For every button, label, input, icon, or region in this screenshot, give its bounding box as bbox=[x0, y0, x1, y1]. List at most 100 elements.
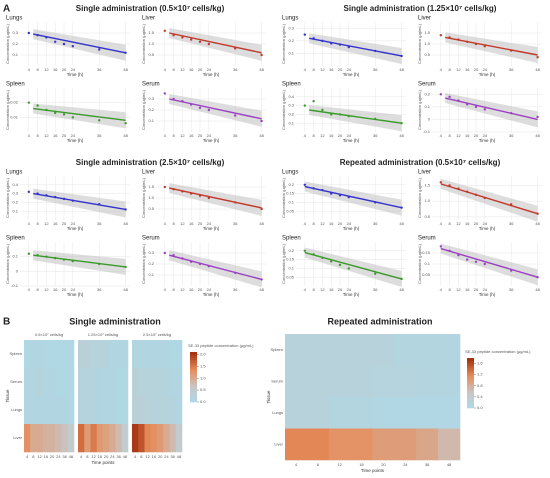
data-point bbox=[98, 48, 101, 51]
x-tick-label: 48 bbox=[535, 287, 540, 292]
heat-cell bbox=[67, 424, 75, 453]
row-label: Serum bbox=[10, 379, 22, 384]
heat-cell bbox=[394, 334, 417, 366]
colorbar-step bbox=[190, 389, 197, 393]
heat-cell bbox=[372, 428, 395, 461]
heat-cell bbox=[150, 340, 158, 369]
heatmap-title: Single administration bbox=[69, 316, 161, 326]
y-tick-label: 0.2 bbox=[288, 111, 294, 116]
subplot-title: Lungs bbox=[282, 16, 298, 22]
colorbar-step bbox=[467, 403, 474, 406]
x-axis-label: Time (h) bbox=[343, 138, 360, 143]
confidence-band bbox=[33, 250, 126, 275]
data-point bbox=[330, 260, 333, 263]
x-tick-label: 4 bbox=[28, 67, 31, 72]
heat-cell bbox=[30, 340, 37, 369]
heat-cell bbox=[84, 368, 91, 397]
trend-line bbox=[33, 192, 126, 211]
x-tick-label: 36 bbox=[373, 133, 378, 138]
x-tick-label: 24 bbox=[207, 287, 212, 292]
heat-cell bbox=[328, 365, 351, 398]
heat-cell bbox=[394, 428, 417, 461]
data-point bbox=[483, 45, 486, 48]
heat-cell bbox=[67, 368, 75, 397]
heat-cell bbox=[150, 368, 158, 397]
x-tick-label: 12 bbox=[456, 67, 461, 72]
x-tick-label: 48 bbox=[259, 67, 264, 72]
data-point bbox=[181, 100, 184, 103]
trend-line bbox=[445, 36, 538, 56]
group-title: Single administration (1.25×10⁷ cells/kg… bbox=[344, 4, 497, 13]
data-point bbox=[71, 116, 75, 119]
heat-cell bbox=[115, 340, 123, 369]
y-axis-label: Concentration (µg/mL) bbox=[141, 89, 146, 130]
y-tick-label: 0.2 bbox=[148, 107, 154, 112]
x-tick-label: 16 bbox=[465, 67, 470, 72]
heat-cell bbox=[55, 340, 62, 369]
data-point bbox=[457, 99, 460, 102]
x-tick-label: 16 bbox=[189, 133, 194, 138]
heat-cell bbox=[163, 424, 170, 453]
colorbar-step bbox=[190, 387, 197, 390]
y-tick-label: 0.1 bbox=[148, 118, 154, 123]
data-point bbox=[330, 192, 333, 195]
x-tick-label: 8 bbox=[172, 221, 175, 226]
x-tick-label: 8 bbox=[172, 287, 175, 292]
x-tick-label: 4 bbox=[440, 67, 443, 72]
data-point bbox=[510, 203, 513, 206]
data-point bbox=[198, 262, 202, 266]
heat-cell bbox=[163, 368, 170, 397]
colorbar-step bbox=[467, 373, 474, 376]
y-tick-label: 1.0 bbox=[148, 41, 154, 46]
y-tick-label: 0.1 bbox=[12, 254, 18, 259]
x-tick-label: 8 bbox=[448, 133, 451, 138]
trend-line bbox=[304, 185, 402, 209]
y-tick-label: -0.1 bbox=[423, 129, 431, 134]
y-axis-label: Concentration (µg/mL) bbox=[417, 23, 422, 64]
heat-cell bbox=[144, 340, 152, 369]
colorbar-step bbox=[190, 377, 197, 380]
x-tick-label: 16 bbox=[359, 462, 364, 467]
x-tick-label: 36 bbox=[62, 454, 67, 459]
heat-cell bbox=[150, 424, 158, 453]
confidence-band bbox=[33, 29, 126, 61]
heat-cell bbox=[61, 396, 69, 425]
x-tick-label: 12 bbox=[180, 133, 185, 138]
heat-cell bbox=[285, 428, 308, 461]
subplot-title: Liver bbox=[418, 170, 431, 176]
data-point bbox=[172, 34, 175, 37]
x-tick-label: 36 bbox=[97, 221, 102, 226]
y-tick-label: 0.3 bbox=[148, 96, 154, 101]
y-axis-label: Concentration (µg/mL) bbox=[417, 89, 422, 130]
x-tick-label: 12 bbox=[145, 454, 150, 459]
x-tick-label: 36 bbox=[509, 221, 514, 226]
y-tick-label: 0.3 bbox=[12, 30, 18, 35]
panel-label: B bbox=[3, 317, 10, 328]
x-tick-label: 20 bbox=[474, 287, 479, 292]
heat-cell bbox=[175, 340, 183, 369]
x-tick-label: 24 bbox=[207, 67, 212, 72]
colorbar-step bbox=[190, 397, 197, 400]
x-tick-label: 24 bbox=[347, 287, 352, 292]
y-tick-label: 0 bbox=[428, 116, 431, 121]
x-tick-label: 36 bbox=[170, 454, 175, 459]
data-point bbox=[374, 117, 377, 121]
x-tick-label: 4 bbox=[440, 133, 443, 138]
data-point bbox=[448, 95, 451, 99]
heat-cell bbox=[121, 396, 129, 425]
colorbar-tick-label: 0.8 bbox=[477, 383, 483, 388]
data-point bbox=[312, 37, 315, 40]
heat-cell bbox=[169, 368, 177, 397]
x-tick-label: 20 bbox=[338, 67, 343, 72]
data-point bbox=[207, 42, 210, 46]
data-point bbox=[71, 259, 75, 263]
colorbar-step bbox=[467, 378, 474, 381]
heat-cell bbox=[30, 424, 37, 453]
trend-line bbox=[33, 107, 126, 121]
data-point bbox=[36, 254, 39, 257]
x-tick-label: 4 bbox=[164, 67, 167, 72]
x-tick-label: 16 bbox=[189, 221, 194, 226]
heat-cell bbox=[306, 365, 330, 398]
x-tick-label: 12 bbox=[456, 287, 461, 292]
y-tick-label: 0.3 bbox=[288, 25, 294, 30]
